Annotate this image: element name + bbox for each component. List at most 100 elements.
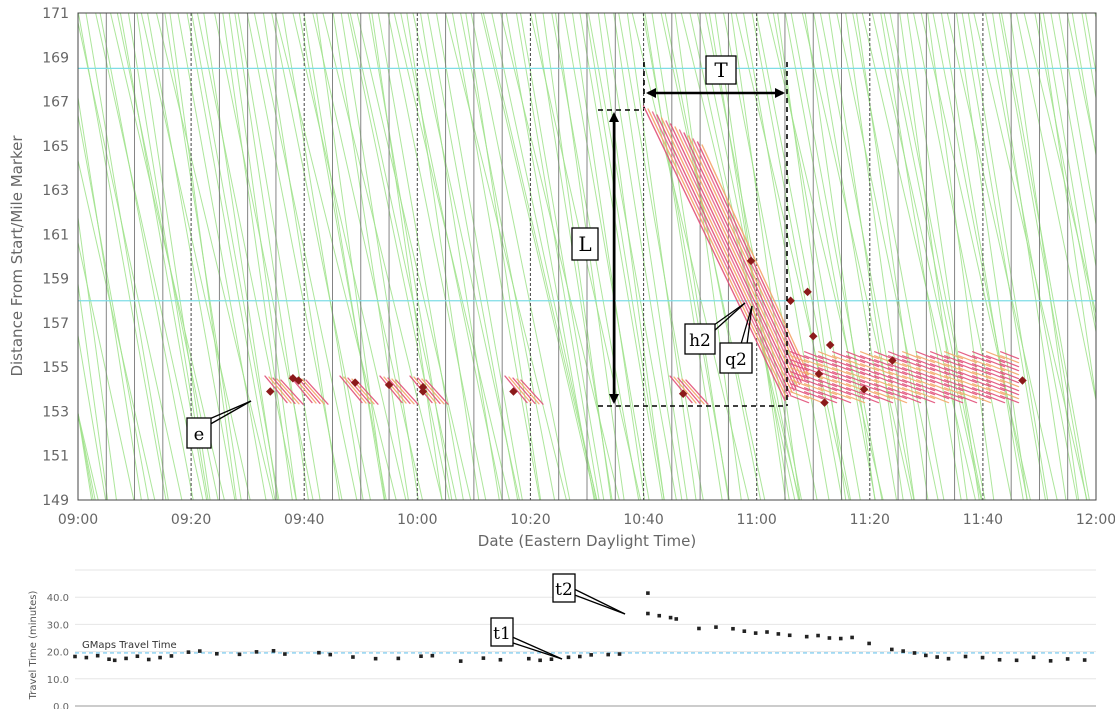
trajectory-line [78, 213, 117, 500]
travel-time-point [538, 658, 542, 663]
congestion-trajectory [859, 351, 880, 360]
congestion-trajectory [873, 363, 894, 372]
congestion-trajectory [651, 111, 790, 398]
trajectory-line [85, 13, 169, 500]
congestion-trajectory [929, 391, 950, 400]
trajectory-line [78, 332, 107, 500]
travel-time-point [787, 633, 792, 638]
travel-time-point [924, 653, 928, 658]
congestion-trajectory [943, 359, 964, 368]
y-tick-label: 159 [42, 272, 69, 288]
congestion-trajectory [957, 375, 978, 384]
congestion-trajectory [831, 383, 852, 392]
travel-time-point [804, 634, 809, 639]
t2-label: t2 [555, 580, 573, 600]
travel-time-point [850, 635, 854, 640]
travel-time-point [963, 654, 968, 659]
horizontal-gridlines [75, 569, 1096, 680]
congestion-trajectory [845, 359, 866, 368]
x-tick-label: 09:40 [284, 512, 324, 528]
congestion-trajectory [985, 355, 1006, 364]
travel-time-point [980, 655, 985, 660]
trajectory-line [246, 13, 343, 500]
trajectory-line [790, 13, 883, 500]
congestion-trajectory [999, 367, 1020, 376]
congestion-trajectory [985, 359, 1006, 368]
congestion-trajectory [789, 395, 810, 404]
congestion-trajectory [789, 391, 810, 400]
y-tick-label: 0.0 [53, 702, 69, 709]
congestion-trajectory [957, 379, 978, 388]
congestion-trajectory [831, 375, 852, 384]
congestion-trajectory [915, 391, 936, 400]
congestion-trajectory [678, 129, 801, 386]
trajectory-line [880, 13, 962, 500]
congestion-trajectory [971, 371, 992, 380]
travel-time-point [589, 653, 593, 657]
x-tick-label: 10:40 [623, 512, 663, 528]
congestion-trajectory [985, 371, 1006, 380]
trajectory-line [95, 13, 204, 500]
travel-time-chart: 0.0 10.0 20.0 30.0 40.0 GMaps Travel Time Tr… [28, 569, 1096, 709]
congestion-trajectory [355, 379, 379, 405]
congestion-trajectory [831, 371, 852, 380]
congestion-trajectory [971, 395, 992, 404]
congestion-trajectory [683, 132, 802, 384]
congestion-trajectory [971, 375, 992, 384]
t2-label-box [552, 573, 576, 603]
congestion-trajectory [915, 367, 936, 376]
congestion-trajectory [339, 375, 363, 404]
congestion-trajectory [901, 375, 922, 384]
congestion-trajectory [859, 371, 880, 380]
congestion-trajectory [915, 351, 936, 360]
trajectory-line [480, 13, 596, 500]
congestion-trajectory [685, 379, 709, 405]
congestion-trajectory [873, 351, 894, 360]
congestion-trajectory [901, 359, 922, 368]
trajectory-line [78, 112, 149, 500]
congestion-trajectory [929, 351, 950, 360]
trajectory-line [406, 13, 480, 500]
y-tick-label: 171 [42, 6, 69, 22]
congestion-trajectory [915, 387, 936, 396]
congestion-trajectory [915, 383, 936, 392]
congestion-trajectory [971, 391, 992, 400]
congestion-trajectory [301, 378, 325, 405]
travel-time-point [1031, 655, 1036, 660]
congestion-trajectory [943, 355, 964, 364]
congestion-trajectory [957, 371, 978, 380]
trajectory-line [140, 13, 251, 500]
congestion-trajectory [873, 391, 894, 400]
congestion-trajectory [999, 355, 1020, 364]
congestion-trajectory [817, 351, 838, 360]
congestion-trajectory [421, 378, 445, 405]
trajectory-line [777, 13, 847, 500]
congestion-trajectory [276, 378, 300, 405]
travel-time-point [271, 648, 276, 653]
congestion-trajectory [957, 363, 978, 372]
incident-markers [266, 256, 1027, 407]
trajectory-line [618, 13, 704, 500]
incident-marker [859, 385, 869, 394]
congestion-trajectory [915, 371, 936, 380]
incident-marker [803, 287, 812, 297]
congestion-trajectory [660, 117, 793, 394]
congestion-trajectory [943, 379, 964, 388]
travel-time-point [237, 652, 242, 657]
t1-label: t1 [493, 624, 511, 644]
congestion-trajectory [789, 359, 810, 368]
congestion-trajectory [943, 363, 964, 372]
congestion-trajectory [957, 395, 978, 404]
e-pointer-2 [206, 400, 252, 427]
congestion-trajectory [929, 355, 950, 364]
travel-time-points [73, 591, 1087, 663]
congestion-trajectory [859, 367, 880, 376]
trajectory-line [271, 13, 371, 500]
congestion-trajectory [817, 367, 838, 376]
t1-pointer-1 [509, 635, 563, 660]
congestion-trajectory [845, 355, 866, 364]
congestion-trajectory [971, 355, 992, 364]
travel-time-point [283, 652, 287, 656]
trajectory-line [871, 13, 982, 500]
travel-time-point [867, 641, 871, 646]
